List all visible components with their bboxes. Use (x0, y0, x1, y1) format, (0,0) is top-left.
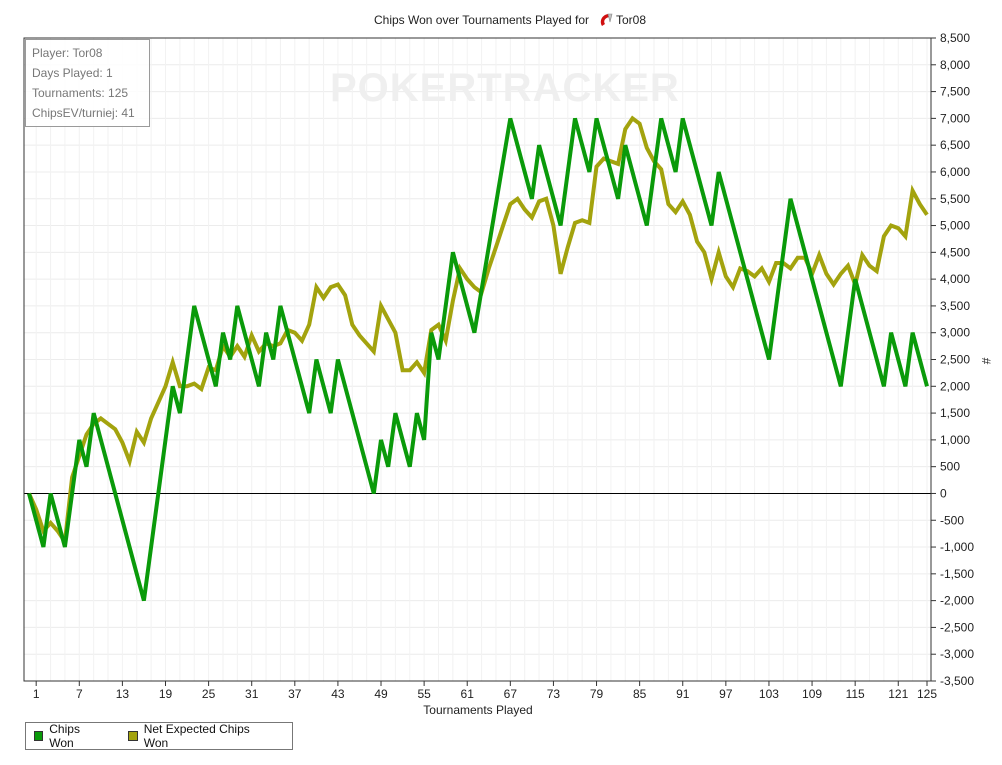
chart-grid (24, 37, 931, 682)
y-tick-label: 3,500 (940, 299, 970, 313)
x-tick-label: 125 (917, 687, 937, 701)
chart-legend: Chips Won Net Expected Chips Won (25, 722, 293, 750)
info-player: Player: Tor08 (32, 46, 103, 60)
x-tick-label: 67 (504, 687, 518, 701)
pokertracker-player-icon (600, 13, 613, 26)
legend-item-chips-won[interactable]: Chips Won (34, 722, 102, 750)
x-tick-label: 97 (719, 687, 733, 701)
x-tick-label: 61 (461, 687, 475, 701)
info-chipsev: ChipsEV/turniej: 41 (32, 106, 135, 120)
x-tick-label: 1 (33, 687, 40, 701)
x-tick-label: 25 (202, 687, 216, 701)
legend-label-chips-won: Chips Won (49, 722, 80, 750)
y-tick-label: 5,500 (940, 192, 970, 206)
x-tick-label: 109 (802, 687, 822, 701)
y-axis: 8,500 8,000 7,500 7,000 6,500 6,000 5,500 5,000… (931, 31, 974, 688)
series-line-chips-won (27, 117, 929, 602)
x-tick-label: 91 (676, 687, 690, 701)
y-tick-label: 3,000 (940, 326, 970, 340)
x-tick-label: 121 (888, 687, 908, 701)
x-tick-label: 13 (116, 687, 130, 701)
chart-title: Chips Won over Tournaments Played for (374, 13, 589, 27)
y-tick-label: 8,000 (940, 58, 970, 72)
x-tick-label: 19 (159, 687, 173, 701)
y-tick-label: 1,500 (940, 406, 970, 420)
x-tick-label: 85 (633, 687, 647, 701)
x-tick-label: 49 (374, 687, 388, 701)
chart-series (27, 115, 929, 602)
x-tick-label: 43 (331, 687, 345, 701)
y-tick-label: 8,500 (940, 31, 970, 45)
x-tick-label: 115 (846, 687, 865, 701)
y-tick-label: 1,000 (940, 433, 970, 447)
x-tick-label: 79 (590, 687, 604, 701)
y-tick-label: -2,500 (940, 620, 974, 634)
x-axis: 1 7 13 19 25 31 37 43 49 55 61 67 73 79 85 91 97 103 109 11… (33, 681, 937, 701)
info-days-played: Days Played: 1 (32, 66, 113, 80)
x-tick-label: 7 (76, 687, 83, 701)
x-tick-label: 73 (547, 687, 561, 701)
y-tick-label: 6,000 (940, 165, 970, 179)
y-axis-label: # (979, 358, 993, 365)
y-tick-label: 2,500 (940, 353, 970, 367)
y-tick-label: -1,500 (940, 567, 974, 581)
y-tick-label: -2,000 (940, 594, 974, 608)
y-tick-label: 7,500 (940, 85, 970, 99)
legend-label-net-expected: Net Expected Chips Won (143, 722, 250, 750)
player-info-box: Player: Tor08 Days Played: 1 Tournaments… (25, 39, 150, 127)
y-tick-label: 4,000 (940, 272, 970, 286)
y-tick-label: -500 (940, 513, 964, 527)
y-tick-label: 2,000 (940, 379, 970, 393)
series-line-net-expected (27, 115, 929, 548)
x-tick-label: 103 (759, 687, 779, 701)
y-tick-label: 0 (940, 486, 947, 500)
x-tick-label: 55 (417, 687, 431, 701)
info-tournaments: Tournaments: 125 (32, 86, 129, 100)
x-tick-label: 31 (245, 687, 259, 701)
y-tick-label: 7,000 (940, 111, 970, 125)
y-tick-label: -3,000 (940, 647, 974, 661)
y-tick-label: 6,500 (940, 138, 970, 152)
chart-title-player: Tor08 (616, 13, 646, 27)
x-tick-label: 37 (288, 687, 302, 701)
y-tick-label: 500 (940, 460, 960, 474)
x-axis-label: Tournaments Played (423, 703, 532, 717)
y-tick-label: 4,500 (940, 245, 970, 259)
watermark-logo: POKERTRACKER (330, 66, 680, 110)
legend-item-net-expected[interactable]: Net Expected Chips Won (128, 722, 266, 750)
y-tick-label: -3,500 (940, 674, 974, 688)
legend-swatch-chips-won (34, 731, 44, 741)
legend-swatch-net-expected (128, 731, 138, 741)
y-tick-label: 5,000 (940, 219, 970, 233)
y-tick-label: -1,000 (940, 540, 974, 554)
